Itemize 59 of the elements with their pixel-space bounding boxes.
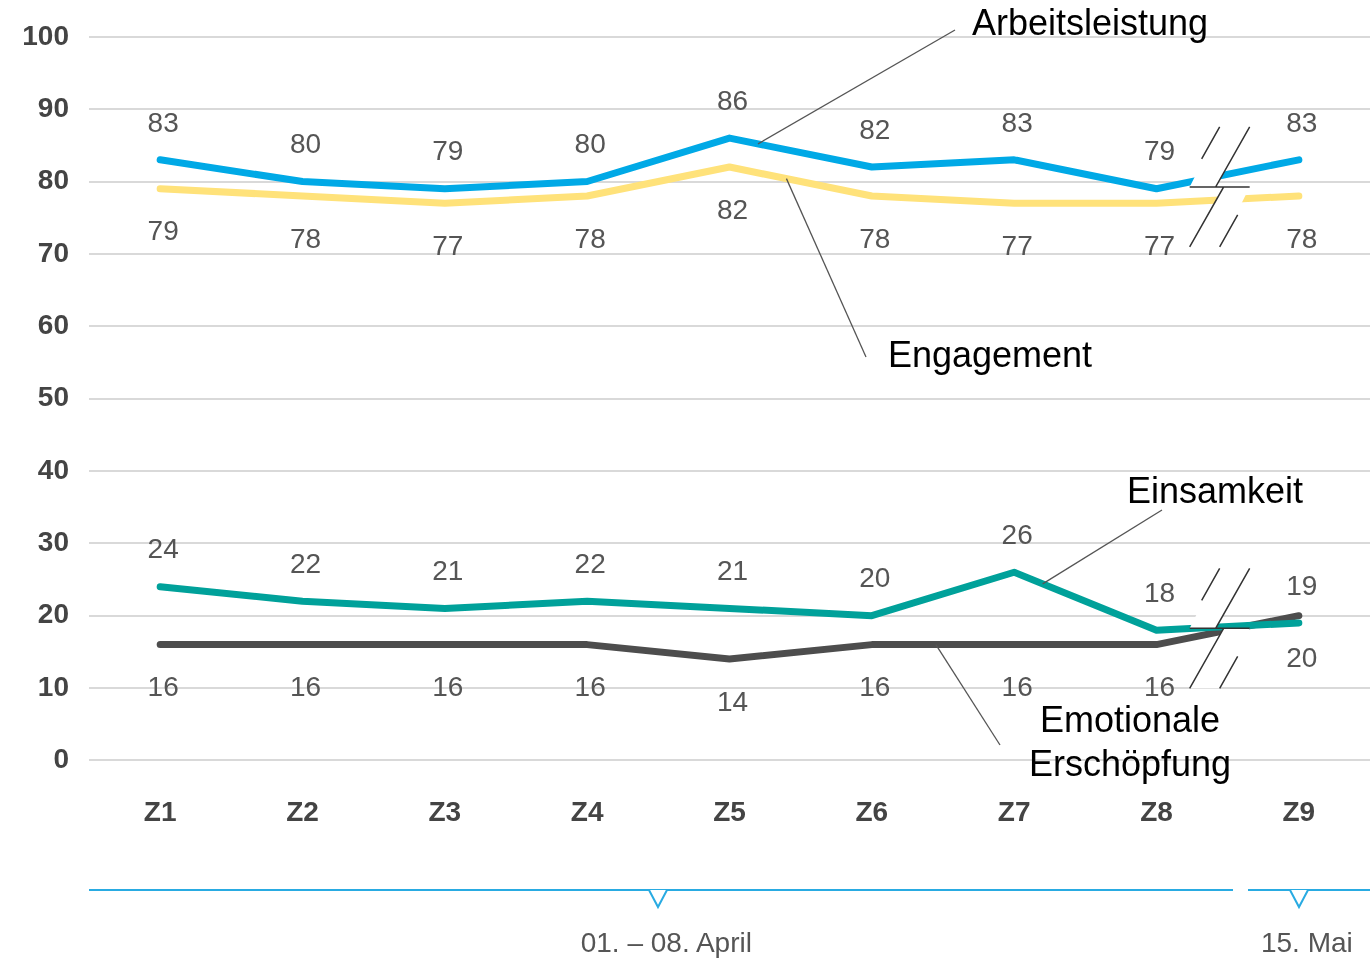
text: 01. – 08. April [580, 926, 752, 958]
data-label: 77 [1001, 229, 1033, 261]
data-label: 77 [432, 229, 464, 261]
data-label: 18 [1143, 576, 1176, 608]
data-label: 82 [716, 193, 749, 225]
y-tick-label: 20 [37, 598, 69, 630]
data-label: 78 [574, 222, 606, 254]
y-tick-label: 90 [37, 91, 69, 123]
y-tick-label: 60 [37, 308, 69, 340]
text: Engagement [887, 333, 1093, 375]
data-label: 20 [1286, 642, 1318, 674]
data-label: 82 [859, 113, 891, 145]
data-label: 22 [574, 547, 606, 579]
data-label: 78 [1286, 222, 1318, 254]
y-tick-label: 0 [53, 743, 69, 775]
text: 15. Mai [1260, 926, 1353, 958]
y-tick-label: 40 [37, 453, 69, 485]
x-tick-label: Z6 [855, 795, 889, 827]
data-label: 21 [432, 555, 464, 587]
x-tick-label: Z7 [997, 795, 1031, 827]
y-tick-label: 50 [37, 381, 69, 413]
x-tick-label: Z5 [713, 795, 746, 827]
x-tick-label: Z2 [286, 795, 319, 827]
data-label: 78 [859, 222, 891, 254]
text: Einsamkeit [1126, 469, 1304, 511]
data-label: 86 [716, 84, 749, 116]
data-label: 79 [1143, 135, 1176, 167]
data-label: 79 [432, 135, 464, 167]
data-label: 83 [1286, 106, 1318, 138]
data-label: 16 [574, 671, 606, 703]
data-label: 83 [1001, 106, 1033, 138]
y-tick-label: 10 [37, 670, 69, 702]
y-tick-label: 30 [37, 526, 69, 558]
data-label: 80 [289, 128, 322, 160]
data-label: 20 [859, 562, 891, 594]
data-label: 16 [147, 671, 179, 703]
y-tick-label: 100 [22, 19, 69, 51]
x-tick-label: Z9 [1282, 795, 1316, 827]
x-tick-label: Z8 [1140, 795, 1173, 827]
data-label: 77 [1143, 229, 1176, 261]
data-label: 24 [147, 533, 179, 565]
text: Arbeitsleistung [971, 1, 1209, 43]
data-label: 21 [716, 555, 749, 587]
data-label: 79 [147, 215, 179, 247]
x-tick-label: Z3 [428, 795, 462, 827]
data-label: 26 [1001, 518, 1033, 550]
data-label: 16 [289, 671, 322, 703]
data-label: 80 [574, 128, 606, 160]
y-tick-label: 70 [37, 236, 69, 268]
data-label: 16 [432, 671, 464, 703]
data-label: 78 [289, 222, 322, 254]
y-tick-label: 80 [37, 164, 69, 196]
data-label: 19 [1286, 569, 1318, 601]
x-tick-label: Z1 [143, 795, 177, 827]
data-label: 22 [289, 547, 322, 579]
x-tick-label: Z4 [570, 795, 604, 827]
data-label: 16 [859, 671, 891, 703]
data-label: 14 [716, 685, 749, 717]
data-label: 83 [147, 106, 179, 138]
